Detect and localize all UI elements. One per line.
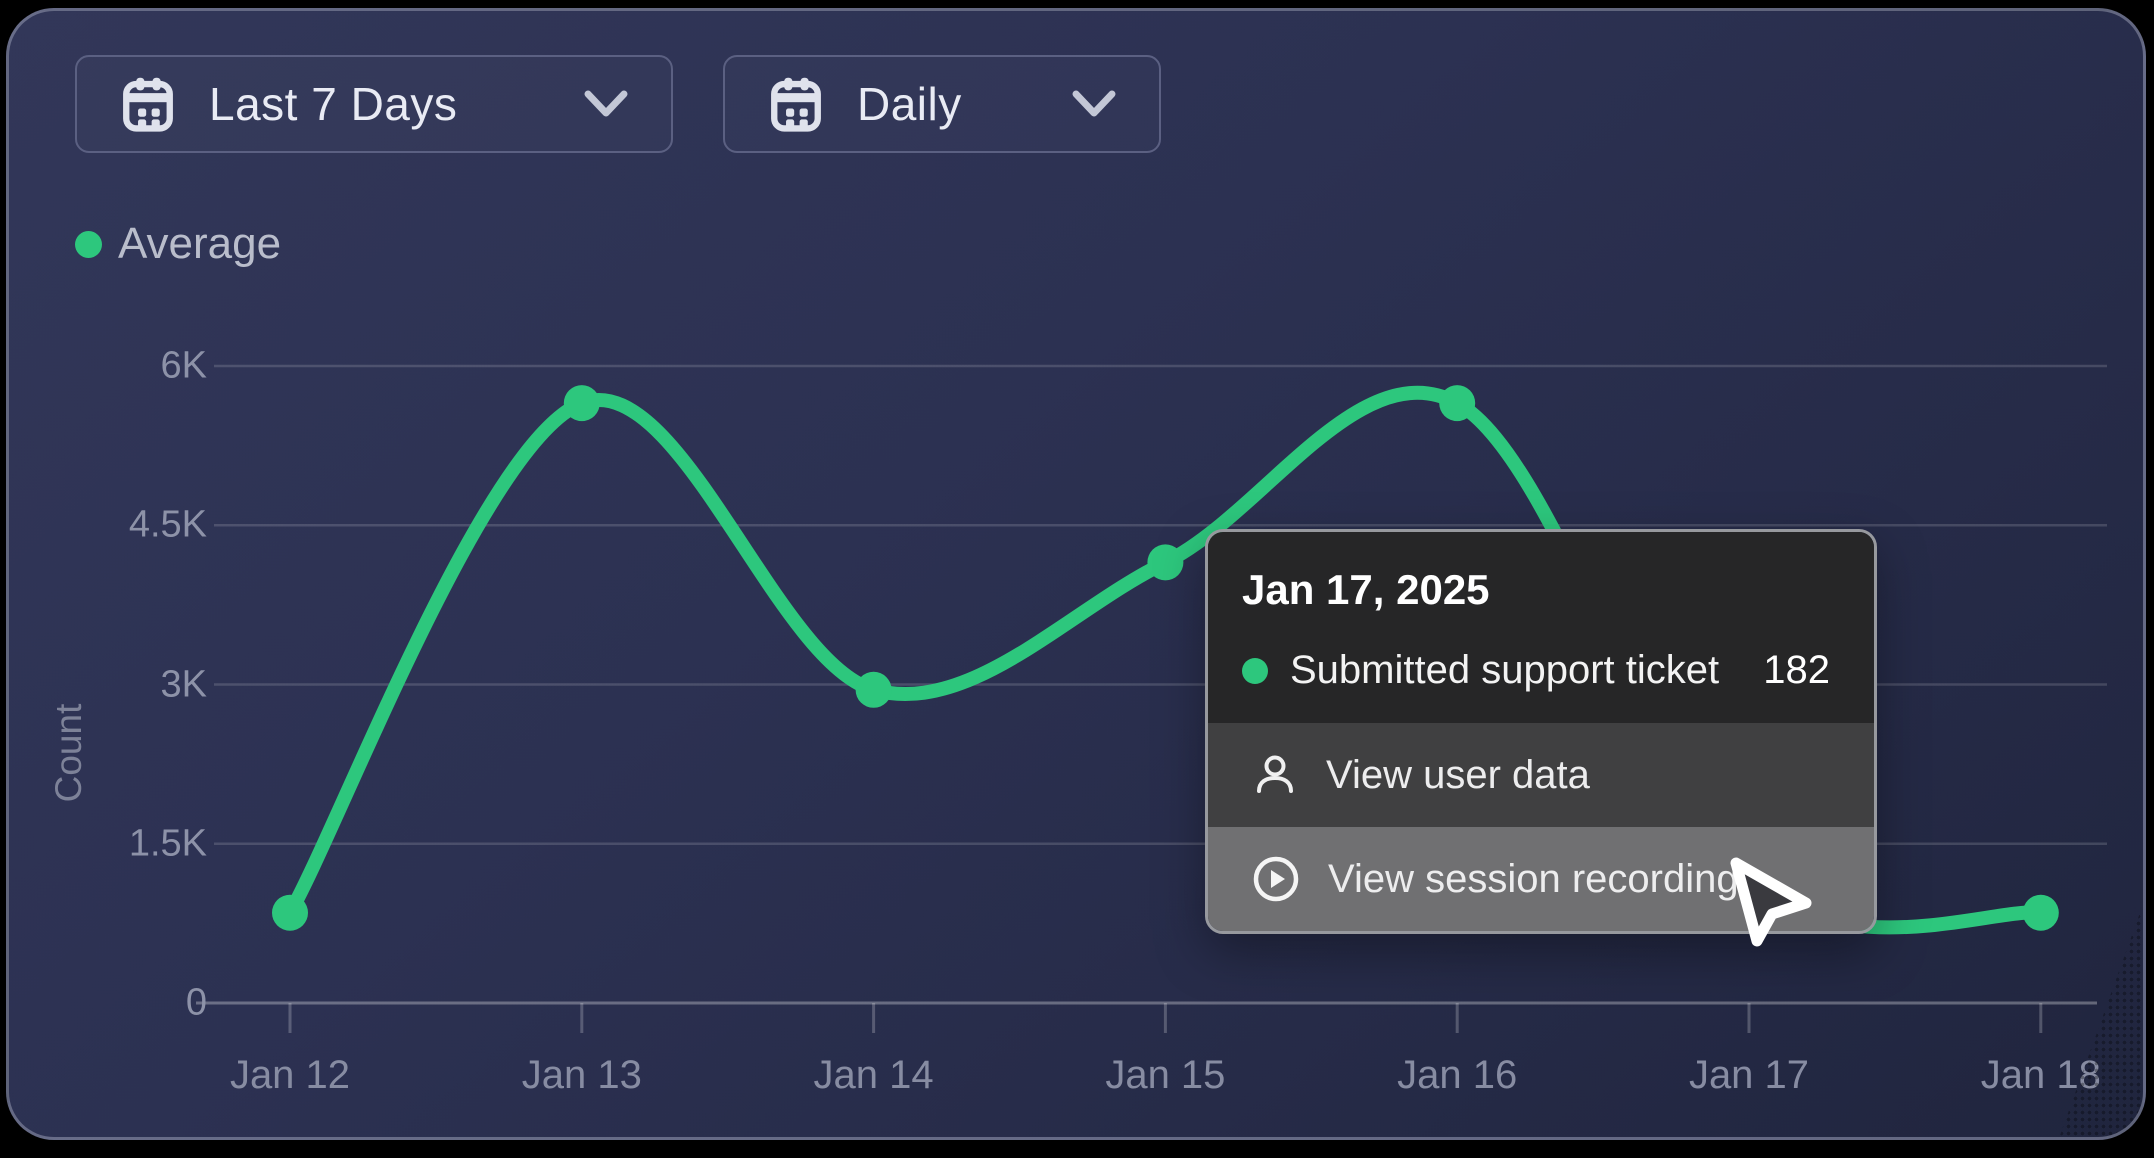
chart-card: Last 7 Days [6, 8, 2146, 1140]
legend-item-average[interactable]: Average [75, 219, 281, 269]
interval-dropdown[interactable]: Daily [723, 55, 1161, 153]
y-tick-label: 3K [160, 663, 207, 705]
menu-item-label: View user data [1326, 752, 1590, 797]
y-tick-label: 0 [185, 981, 207, 1024]
line-chart: 0 1.5K 3K 4.5K 6K Jan 12 Jan 13 Jan 14 Jan 15 Jan… [9, 11, 2143, 1137]
data-point-jan-15[interactable] [1147, 544, 1184, 581]
filter-bar: Last 7 Days [75, 55, 1161, 153]
chart-tooltip: Jan 17, 2025 Submitted support ticket 18… [1205, 529, 1877, 934]
series-dot-icon [1242, 657, 1268, 684]
date-range-label: Last 7 Days [209, 78, 458, 130]
menu-item-view-session-recordings[interactable]: View session recordings [1208, 827, 1874, 931]
user-icon [1252, 752, 1298, 798]
y-tick-label: 4.5K [128, 503, 207, 546]
calendar-icon [119, 75, 177, 133]
interval-label: Daily [857, 78, 962, 130]
chevron-down-icon [1071, 88, 1117, 120]
menu-item-view-user-data[interactable]: View user data [1208, 723, 1874, 827]
y-tick-label: 1.5K [128, 822, 207, 865]
chevron-down-icon [583, 88, 629, 120]
tooltip-header: Jan 17, 2025 Submitted support ticket 18… [1208, 532, 1874, 723]
menu-item-label: View session recordings [1328, 856, 1759, 901]
x-tick-label: Jan 12 [229, 1053, 351, 1097]
legend-dot-icon [75, 230, 102, 258]
x-tick-label: Jan 14 [813, 1053, 934, 1097]
tooltip-series-label: Submitted support ticket [1290, 648, 1720, 692]
x-tick-label: Jan 16 [1397, 1053, 1518, 1097]
tooltip-series-row: Submitted support ticket 182 [1242, 648, 1830, 693]
data-point-jan-12[interactable] [272, 894, 308, 931]
tooltip-date: Jan 17, 2025 [1242, 566, 1490, 613]
data-point-jan-13[interactable] [563, 385, 600, 422]
data-point-jan-14[interactable] [855, 671, 892, 708]
data-point-jan-16[interactable] [1439, 385, 1476, 422]
legend-label: Average [118, 219, 282, 268]
x-tick-label: Jan 18 [1980, 1053, 2101, 1097]
tooltip-series-value: 182 [1763, 648, 1830, 692]
data-point-jan-18[interactable] [2022, 894, 2059, 931]
x-tick-label: Jan 13 [521, 1053, 642, 1097]
x-tick-label: Jan 17 [1688, 1053, 1810, 1097]
y-tick-label: 6K [160, 344, 207, 387]
y-axis-title: Count [48, 703, 89, 803]
date-range-dropdown[interactable]: Last 7 Days [75, 55, 673, 153]
play-circle-icon [1252, 855, 1300, 903]
x-tick-label: Jan 15 [1105, 1053, 1226, 1097]
calendar-icon [767, 75, 825, 133]
